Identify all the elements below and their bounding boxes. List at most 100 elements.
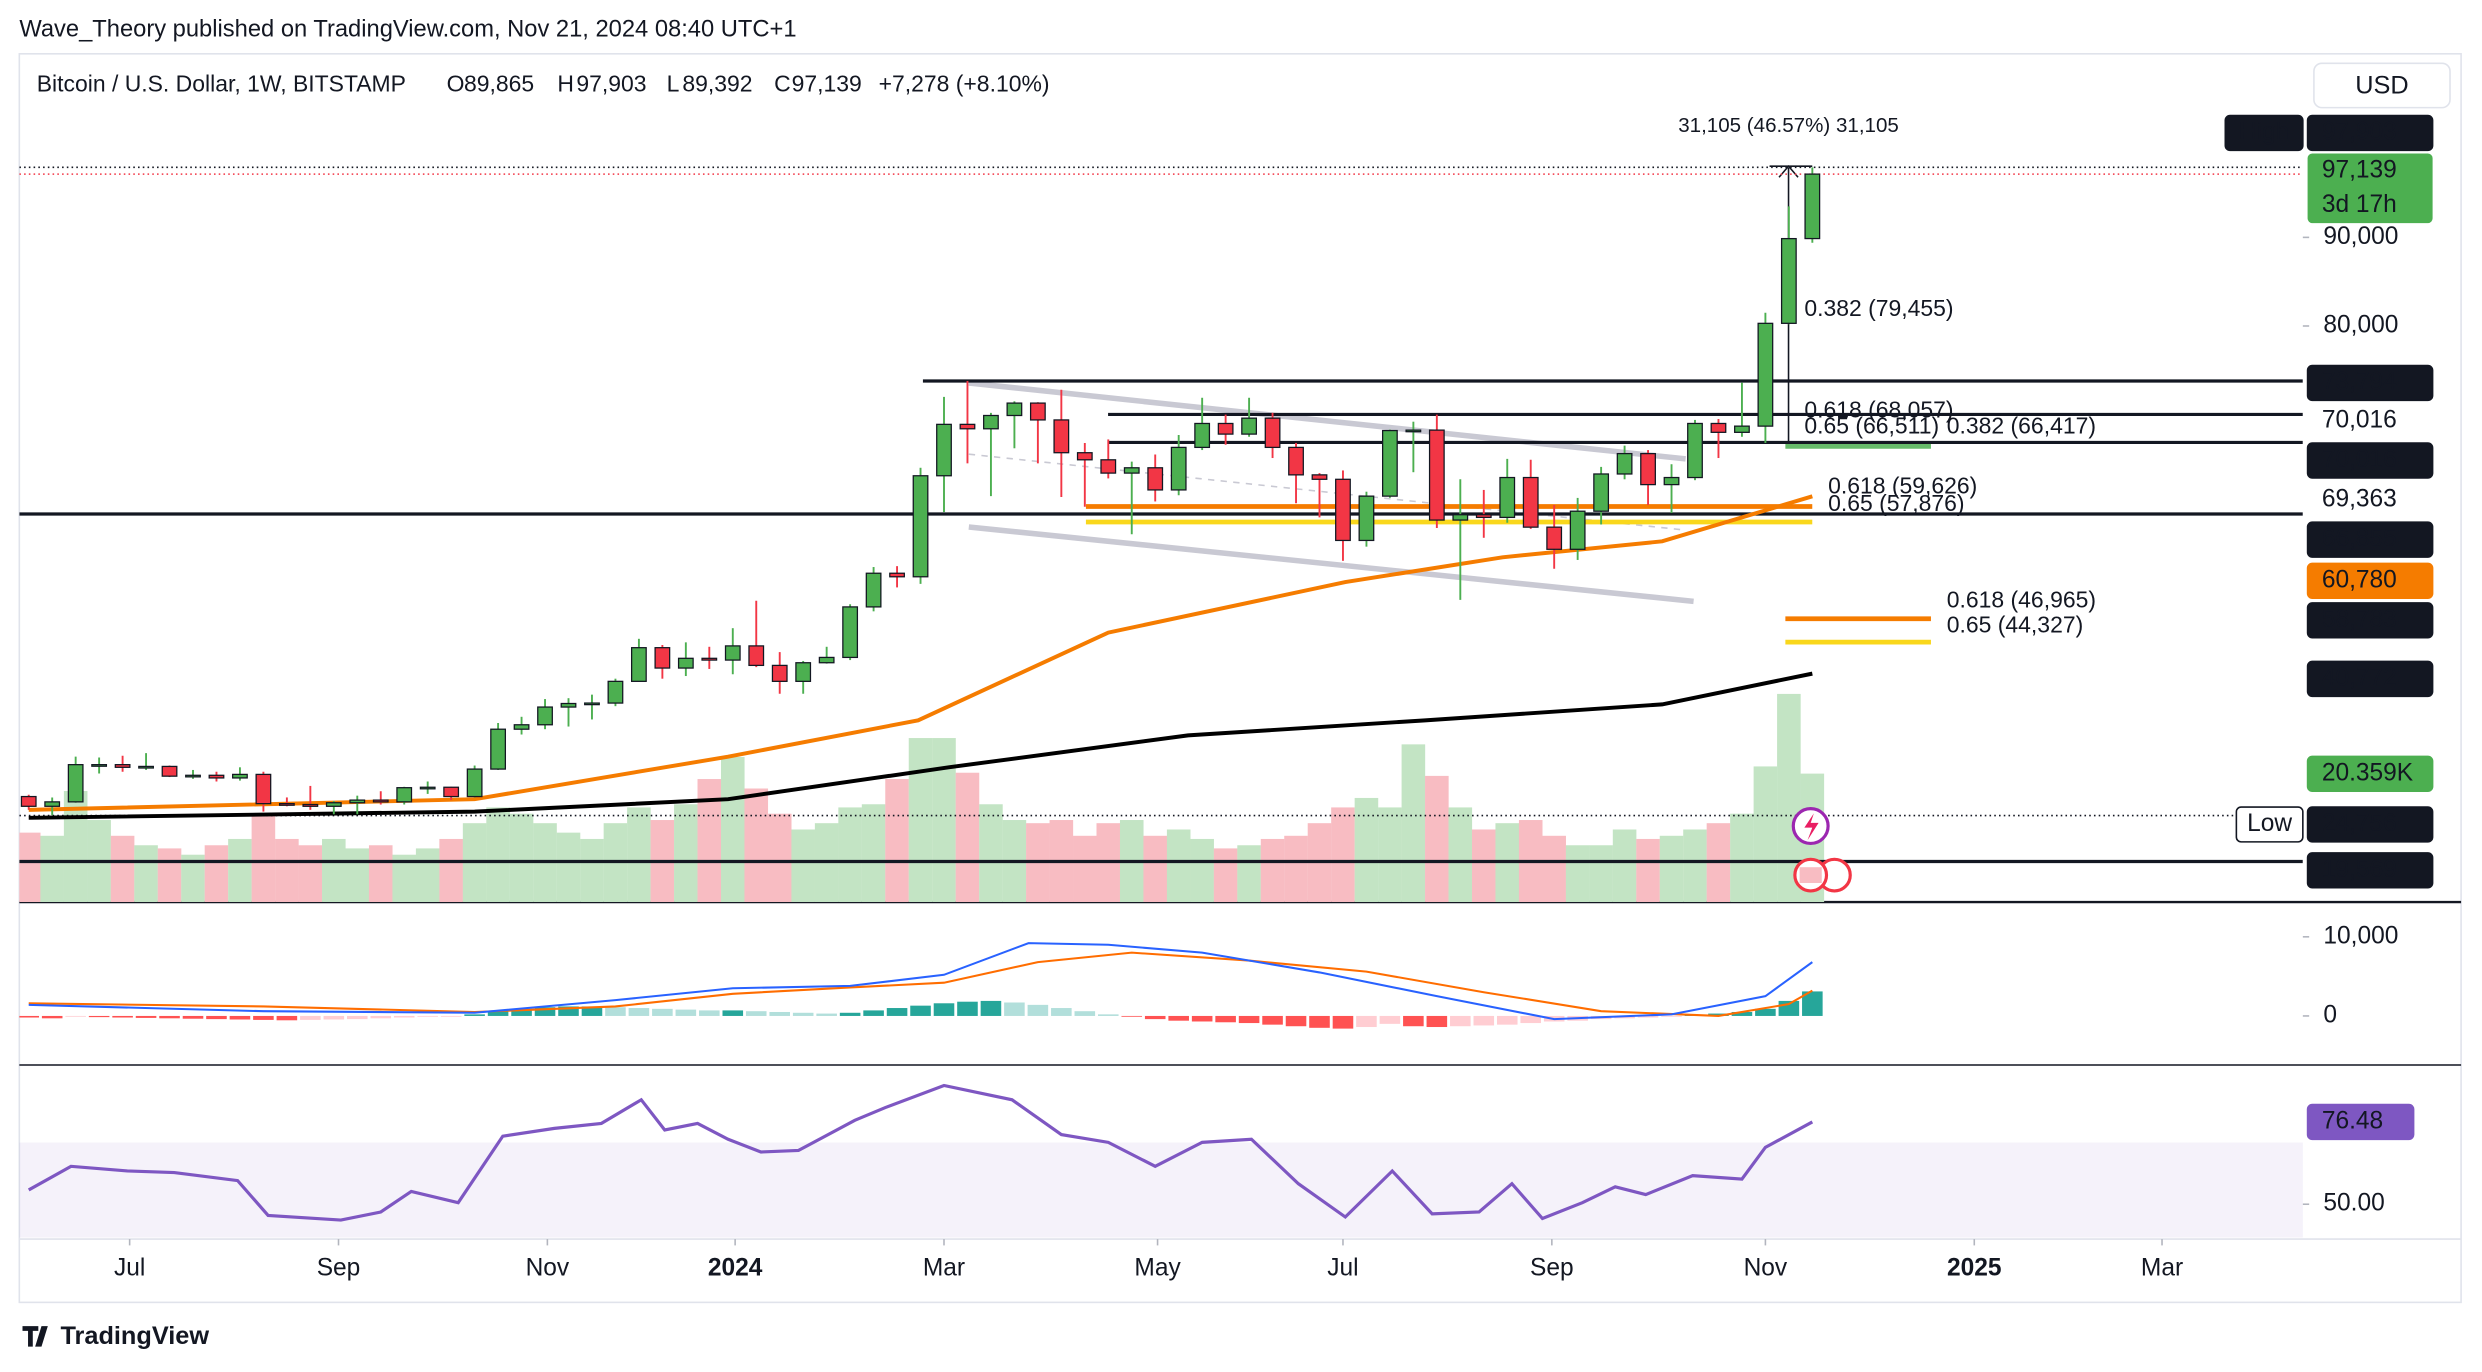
ma200-value: 40,772 [2322,664,2397,691]
macd-histogram-bar [1473,1015,1495,1026]
candle-body [490,728,507,770]
level-label-box [2306,364,2434,402]
macd-histogram-bar [417,1015,438,1017]
rsi-line [27,1083,1814,1222]
ma200-value-box [2306,660,2434,698]
macd-histogram-bar [1285,1015,1307,1027]
macd-histogram-bar [464,1014,485,1016]
volume-bar [1213,848,1238,903]
candle-body [677,657,694,669]
volume-bar [1378,807,1402,903]
volume-bar [1073,835,1097,903]
candle-body [1569,510,1586,550]
macd-histogram-bar [581,1006,603,1016]
macd-histogram-bar [839,1012,861,1016]
volume-bar [556,832,581,903]
volume-bar [861,804,886,903]
macd-histogram-bar [276,1015,298,1021]
measure-label: 31,105 (46.57%) 31,105 [1678,114,1899,137]
last-value: 97,139 [2322,156,2397,183]
candle-body [537,706,553,726]
candle-body [1217,422,1234,435]
candle-body [1780,237,1797,324]
macd-histogram-bar [1144,1015,1166,1020]
fib-label: 0.618 (46,965) [1947,586,2096,612]
macd-histogram-bar [1262,1015,1283,1025]
low-value: 24,756 [2322,810,2397,837]
candle-body [983,414,999,430]
candle-body [818,656,835,664]
event-bolt [1804,813,1819,841]
currency-button[interactable] [2313,62,2451,109]
candle-body [842,606,859,659]
volume-bar [1354,797,1379,903]
macd-line [28,942,1813,1021]
fib-label: 0.65 (66,511) [1804,412,1939,438]
low-tag: Low [2247,810,2292,837]
candle-body [114,764,131,768]
x-tick-label: Nov [1744,1255,1788,1282]
candle-body [91,764,108,767]
volume-layer [19,693,1825,903]
volume-bar [204,845,229,903]
macd-histogram-bar [370,1015,392,1019]
candle-body [1804,173,1821,240]
candle-body [1147,467,1164,491]
macd-histogram-bar [1356,1015,1377,1028]
macd-histogram-bar [980,1000,1002,1016]
volume-bar [1331,807,1355,903]
event-flag [1799,867,1822,884]
candle-body [302,803,319,807]
candle-body [208,774,225,779]
level-label-box [2306,521,2434,558]
macd-histogram-bar [323,1015,345,1020]
level-label: 66,855 [2322,525,2397,552]
macd-histogram-bar [88,1015,110,1018]
candle-body [584,702,600,706]
fib-label: 0.65 (57,876) [1828,490,1964,516]
x-tick-label: Sep [317,1255,361,1282]
macd-histogram-bar [393,1015,415,1018]
candle-body [560,702,577,708]
macd-histogram-bar [957,1001,978,1016]
x-tick-label: Mar [2141,1255,2183,1282]
volume-bar [228,838,252,903]
candle-body [513,724,530,730]
volume-bar [1471,829,1496,903]
macd-histogram-bar [182,1015,204,1019]
candle-body [630,647,647,682]
macd-histogram-bar [440,1015,462,1017]
legend-text: 89,392 [682,71,752,97]
level-label: 69,363 [2322,486,2397,513]
level-label: 70,016 [2322,406,2397,433]
volume-bar [322,838,346,903]
candle-body [138,765,154,769]
high-value: 97,903 [2322,118,2397,145]
chart-frame [18,53,2462,1304]
macd-histogram-bar [206,1015,227,1020]
volume-bar [627,807,651,903]
price-layer [19,164,2303,864]
macd-histogram-bar [933,1003,955,1016]
candle-body [1710,422,1727,433]
macd-histogram-bar [628,1008,650,1016]
macd-histogram-bar [769,1011,791,1016]
rsi-band [19,1142,2303,1238]
low-value-box [2306,806,2434,843]
volume-bar [1730,813,1754,903]
y-tick-label: 90,000 [2323,223,2398,250]
volume-bar [251,813,276,903]
volume-value-box [2306,755,2434,793]
fib-label: 0.618 (59,626) [1828,472,1977,498]
x-tick-label: Jul [114,1255,145,1282]
candle-body [1100,459,1117,474]
macd-histogram-bar [1403,1015,1424,1027]
macd-layer [19,942,1823,1029]
volume-bar [1777,693,1801,903]
candle-body [1053,419,1070,454]
macd-histogram-bar [1755,1008,1776,1016]
volume-bar [1753,766,1778,903]
high-tag: High [2239,118,2289,145]
candle-body [349,799,366,804]
high-value-box [2306,114,2434,152]
